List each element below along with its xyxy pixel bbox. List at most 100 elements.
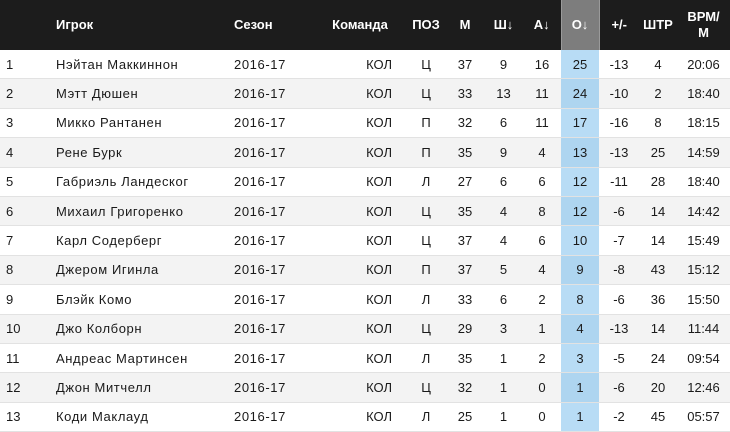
table-row[interactable]: 2 Мэтт Дюшен 2016-17 КОЛ Ц 33 13 11 24 -10 2 18:40 <box>0 78 730 109</box>
header-player[interactable]: Игрок <box>56 0 234 50</box>
header-time-on-ice[interactable]: ВРМ/ М <box>677 0 730 50</box>
cell-player-name[interactable]: Михаил Григоренко <box>56 196 234 227</box>
cell-rank: 4 <box>0 137 56 168</box>
cell-points: 24 <box>561 78 599 109</box>
cell-points: 25 <box>561 50 599 80</box>
header-time-on-ice-line1: ВРМ/ <box>687 9 720 24</box>
cell-time-on-ice: 05:57 <box>677 402 730 432</box>
header-plus-minus[interactable]: +/- <box>599 0 639 50</box>
cell-team: КОЛ <box>314 343 406 374</box>
header-games-played[interactable]: М <box>446 0 484 50</box>
cell-time-on-ice: 11:44 <box>677 314 730 344</box>
cell-season: 2016-17 <box>234 284 314 315</box>
header-team[interactable]: Команда <box>314 0 406 50</box>
cell-time-on-ice: 18:40 <box>677 78 730 109</box>
cell-points: 12 <box>561 196 599 227</box>
cell-penalty-minutes: 45 <box>639 402 677 432</box>
cell-points: 9 <box>561 255 599 286</box>
table-body: 1 Нэйтан Маккиннон 2016-17 КОЛ Ц 37 9 16 25 -13 4 2… <box>0 50 730 432</box>
cell-time-on-ice: 14:59 <box>677 137 730 168</box>
cell-plus-minus: -8 <box>599 255 639 286</box>
cell-team: КОЛ <box>314 108 406 139</box>
cell-player-name[interactable]: Джон Митчелл <box>56 372 234 403</box>
cell-penalty-minutes: 20 <box>639 372 677 403</box>
header-points-sort[interactable]: О↓ <box>560 0 600 50</box>
cell-plus-minus: -2 <box>599 402 639 432</box>
header-time-on-ice-line2: М <box>698 25 709 40</box>
cell-games-played: 32 <box>446 372 484 403</box>
cell-player-name[interactable]: Джером Игинла <box>56 255 234 286</box>
table-row[interactable]: 3 Микко Рантанен 2016-17 КОЛ П 32 6 11 17 -16 8 18:… <box>0 108 730 139</box>
header-goals-sort[interactable]: Ш↓ <box>484 0 523 50</box>
cell-games-played: 35 <box>446 343 484 374</box>
cell-position: Ц <box>406 314 446 344</box>
cell-goals: 13 <box>484 78 523 109</box>
cell-position: Л <box>406 167 446 197</box>
cell-player-name[interactable]: Мэтт Дюшен <box>56 78 234 109</box>
cell-player-name[interactable]: Габриэль Ландеског <box>56 167 234 197</box>
cell-points: 4 <box>561 314 599 344</box>
cell-time-on-ice: 18:15 <box>677 108 730 139</box>
header-assists-sort[interactable]: А↓ <box>523 0 561 50</box>
table-row[interactable]: 4 Рене Бурк 2016-17 КОЛ П 35 9 4 13 -13 25 14:59 <box>0 137 730 168</box>
cell-team: КОЛ <box>314 167 406 197</box>
table-row[interactable]: 8 Джером Игинла 2016-17 КОЛ П 37 5 4 9 -8 43 15:12 <box>0 255 730 286</box>
header-season[interactable]: Сезон <box>234 0 314 50</box>
table-row[interactable]: 7 Карл Содерберг 2016-17 КОЛ Ц 37 4 6 10 -7 14 15:4… <box>0 225 730 256</box>
cell-player-name[interactable]: Блэйк Комо <box>56 284 234 315</box>
cell-rank: 1 <box>0 50 56 80</box>
header-position[interactable]: ПОЗ <box>406 0 446 50</box>
cell-player-name[interactable]: Карл Содерберг <box>56 225 234 256</box>
table-row[interactable]: 12 Джон Митчелл 2016-17 КОЛ Ц 32 1 0 1 -6 20 12:46 <box>0 372 730 403</box>
table-row[interactable]: 9 Блэйк Комо 2016-17 КОЛ Л 33 6 2 8 -6 36 15:50 <box>0 284 730 315</box>
header-penalty-minutes[interactable]: ШТР <box>639 0 677 50</box>
cell-points: 8 <box>561 284 599 315</box>
cell-player-name[interactable]: Рене Бурк <box>56 137 234 168</box>
cell-position: Ц <box>406 78 446 109</box>
cell-penalty-minutes: 2 <box>639 78 677 109</box>
cell-points: 10 <box>561 225 599 256</box>
cell-position: Ц <box>406 372 446 403</box>
cell-player-name[interactable]: Нэйтан Маккиннон <box>56 50 234 80</box>
table-row[interactable]: 1 Нэйтан Маккиннон 2016-17 КОЛ Ц 37 9 16 25 -13 4 2… <box>0 50 730 80</box>
cell-season: 2016-17 <box>234 225 314 256</box>
cell-points: 3 <box>561 343 599 374</box>
cell-penalty-minutes: 8 <box>639 108 677 139</box>
cell-position: Л <box>406 343 446 374</box>
cell-plus-minus: -7 <box>599 225 639 256</box>
cell-team: КОЛ <box>314 314 406 344</box>
cell-player-name[interactable]: Коди Маклауд <box>56 402 234 432</box>
cell-plus-minus: -6 <box>599 196 639 227</box>
cell-games-played: 29 <box>446 314 484 344</box>
cell-player-name[interactable]: Джо Колборн <box>56 314 234 344</box>
cell-player-name[interactable]: Андреас Мартинсен <box>56 343 234 374</box>
cell-player-name[interactable]: Микко Рантанен <box>56 108 234 139</box>
cell-games-played: 37 <box>446 255 484 286</box>
cell-penalty-minutes: 43 <box>639 255 677 286</box>
cell-plus-minus: -13 <box>599 50 639 80</box>
table-row[interactable]: 6 Михаил Григоренко 2016-17 КОЛ Ц 35 4 8 12 -6 14 1… <box>0 196 730 227</box>
cell-season: 2016-17 <box>234 78 314 109</box>
cell-goals: 4 <box>484 196 523 227</box>
cell-team: КОЛ <box>314 196 406 227</box>
table-row[interactable]: 11 Андреас Мартинсен 2016-17 КОЛ Л 35 1 2 3 -5 24 0… <box>0 343 730 374</box>
cell-assists: 0 <box>523 402 561 432</box>
cell-goals: 6 <box>484 284 523 315</box>
cell-plus-minus: -10 <box>599 78 639 109</box>
cell-season: 2016-17 <box>234 108 314 139</box>
cell-team: КОЛ <box>314 402 406 432</box>
cell-rank: 3 <box>0 108 56 139</box>
cell-position: Ц <box>406 196 446 227</box>
cell-time-on-ice: 14:42 <box>677 196 730 227</box>
cell-assists: 11 <box>523 108 561 139</box>
table-row[interactable]: 5 Габриэль Ландеског 2016-17 КОЛ Л 27 6 6 12 -11 2… <box>0 167 730 197</box>
table-row[interactable]: 10 Джо Колборн 2016-17 КОЛ Ц 29 3 1 4 -13 14 11:44 <box>0 314 730 344</box>
cell-goals: 3 <box>484 314 523 344</box>
cell-games-played: 37 <box>446 225 484 256</box>
table-row[interactable]: 13 Коди Маклауд 2016-17 КОЛ Л 25 1 0 1 -2 45 05:57 <box>0 402 730 432</box>
cell-position: П <box>406 108 446 139</box>
cell-team: КОЛ <box>314 78 406 109</box>
cell-time-on-ice: 15:12 <box>677 255 730 286</box>
cell-season: 2016-17 <box>234 167 314 197</box>
